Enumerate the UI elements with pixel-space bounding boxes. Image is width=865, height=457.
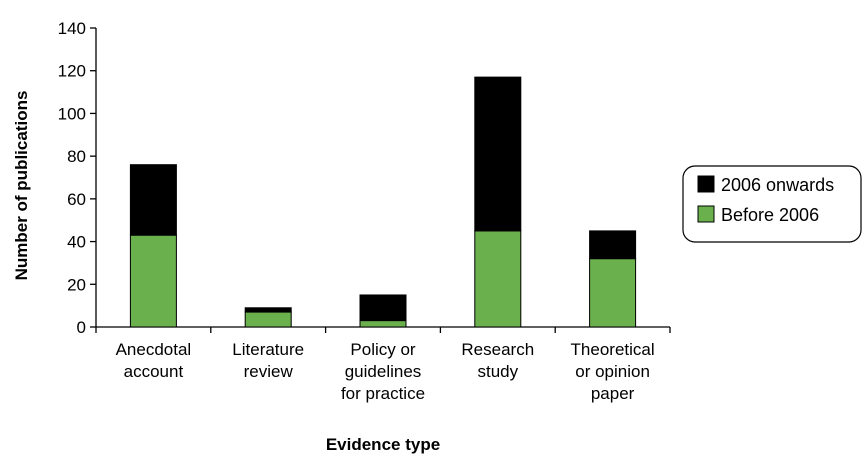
bar-segment (129, 164, 177, 236)
y-tick-labels: 0 20 40 60 80 100 120 140 (58, 19, 86, 337)
x-tick-label: guidelines (345, 362, 422, 381)
legend-label: 2006 onwards (721, 175, 834, 195)
y-tick-label: 140 (58, 19, 86, 38)
y-tick-label: 120 (58, 62, 86, 81)
legend-box (682, 165, 862, 243)
bar-segment (589, 230, 637, 260)
y-axis-title: Number of publications (12, 91, 31, 281)
bar-segment (359, 320, 407, 328)
bar-segment (244, 311, 292, 328)
x-tick-label: study (477, 362, 518, 381)
axes (90, 27, 671, 333)
x-tick-label: Policy or (350, 340, 416, 359)
x-axis-title: Evidence type (326, 435, 440, 454)
legend-label: Before 2006 (721, 205, 819, 225)
bar-segment (129, 234, 177, 328)
y-tick-label: 20 (67, 275, 86, 294)
bar-segment (359, 294, 407, 322)
y-tick-label: 100 (58, 104, 86, 123)
x-tick-label: account (124, 362, 184, 381)
y-tick-label: 60 (67, 190, 86, 209)
x-tick-label: Theoretical (571, 340, 655, 359)
legend-swatch (697, 175, 715, 193)
x-tick-label: Anecdotal (116, 340, 192, 359)
bar-segment (474, 230, 522, 328)
x-tick-label: or opinion (575, 362, 650, 381)
x-tick-label: paper (591, 384, 635, 403)
y-tick-label: 80 (67, 147, 86, 166)
bar-segment (474, 76, 522, 232)
y-tick-label: 0 (77, 318, 86, 337)
x-tick-label: Literature (232, 340, 304, 359)
bar-segment (589, 258, 637, 328)
bar-segment (244, 307, 292, 313)
x-tick-labels: Anecdotal account Literature review Policy o… (116, 340, 655, 403)
bars (129, 76, 637, 328)
legend: 2006 onwards Before 2006 (682, 165, 862, 243)
x-tick-label: review (244, 362, 294, 381)
y-tick-label: 40 (67, 233, 86, 252)
x-tick-label: Research (461, 340, 534, 359)
legend-swatch (697, 205, 715, 223)
x-tick-label: for practice (341, 384, 425, 403)
